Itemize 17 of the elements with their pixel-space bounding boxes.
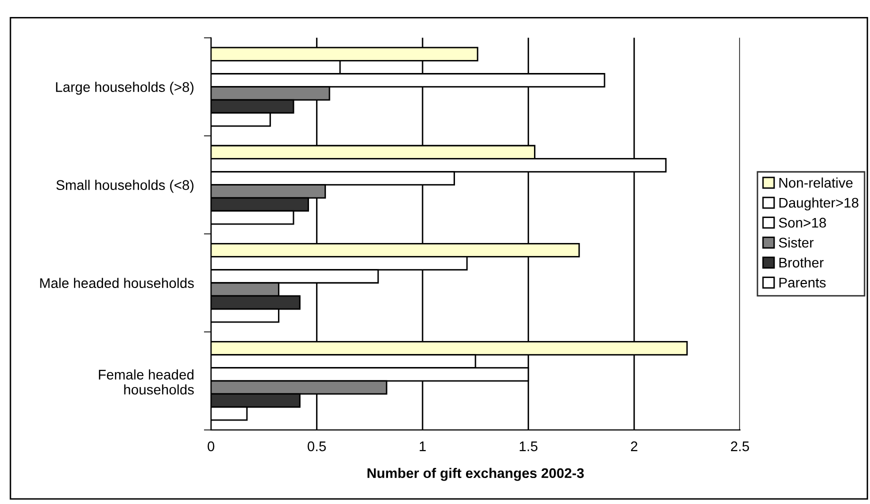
x-tick-label: 1.5 [520, 442, 538, 452]
y-tick-label: Large households (>8) [56, 82, 194, 95]
y-tick-label: Female headed households [98, 369, 194, 395]
legend-label: Brother [779, 257, 824, 268]
y-tick-label: Male headed households [40, 278, 194, 288]
y-tick-label: Small households (<8) [56, 180, 194, 193]
legend-label: Non-relative [779, 178, 853, 188]
legend-label: Son>18 [778, 218, 826, 228]
x-tick-label: 2.5 [730, 441, 750, 452]
x-axis-title: Number of gift exchanges 2002-3 [368, 468, 584, 481]
legend-label: Sister [778, 237, 814, 248]
legend-label: Parents [779, 278, 826, 288]
legend-label: Daughter>18 [779, 197, 858, 210]
x-tick-label: 1 [420, 442, 426, 452]
x-tick-label: 0.5 [308, 441, 326, 452]
x-tick-label: 2 [630, 441, 638, 452]
x-tick-label: 0 [208, 441, 214, 452]
